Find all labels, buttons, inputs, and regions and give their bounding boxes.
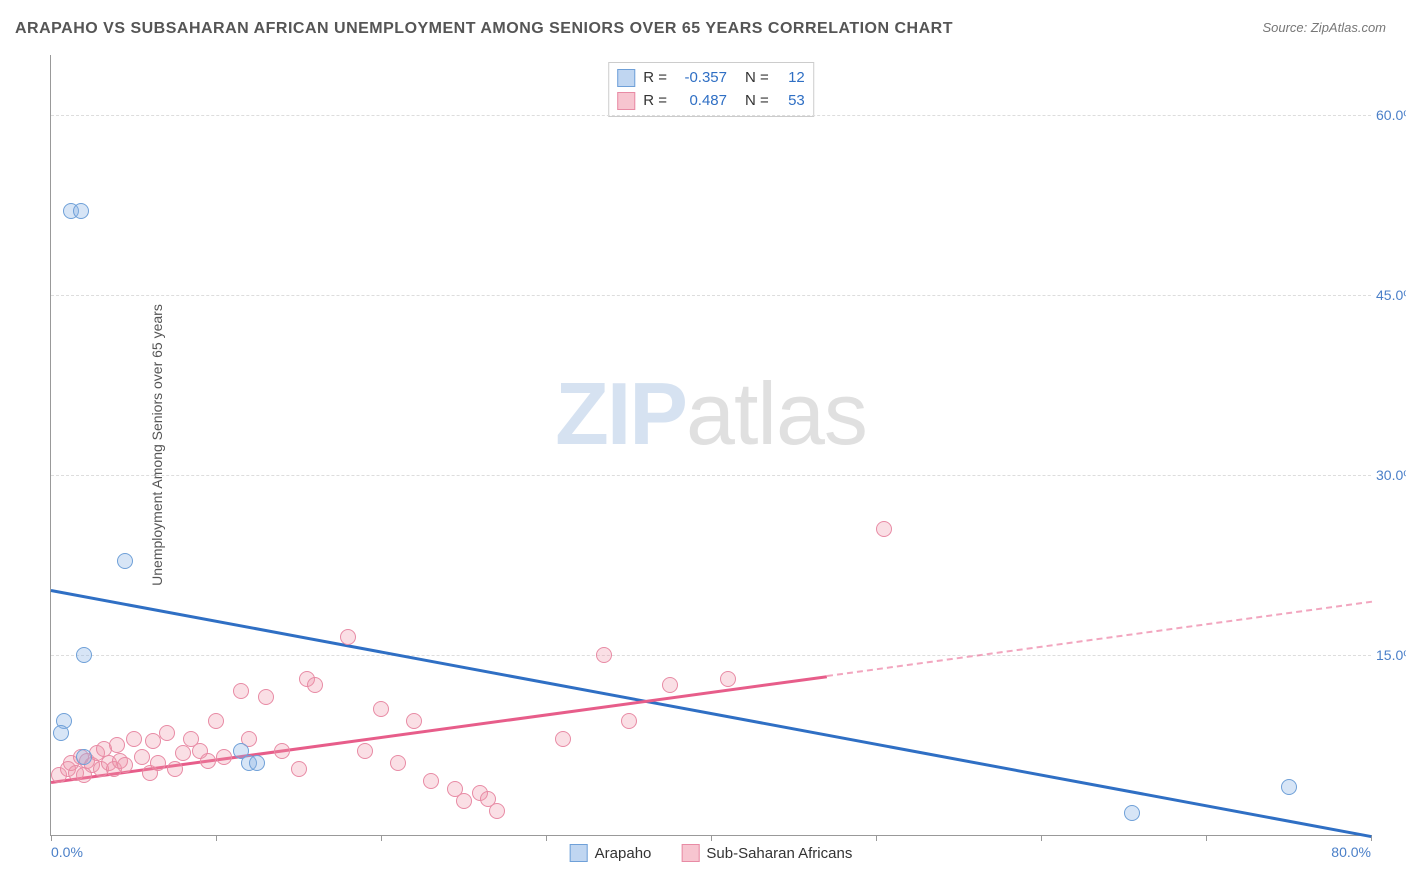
- data-point: [76, 749, 92, 765]
- data-point: [258, 689, 274, 705]
- x-tick-mark: [1371, 835, 1372, 841]
- data-point: [167, 761, 183, 777]
- y-tick-label: 60.0%: [1376, 107, 1406, 123]
- stat-label-r: R =: [643, 67, 667, 90]
- stat-n-ssa: 53: [777, 90, 805, 113]
- swatch-ssa: [681, 844, 699, 862]
- x-tick-mark: [711, 835, 712, 841]
- legend-label: Arapaho: [595, 845, 652, 862]
- stats-row-ssa: R = 0.487 N = 53: [617, 90, 805, 113]
- data-point: [373, 701, 389, 717]
- swatch-ssa: [617, 92, 635, 110]
- data-point: [175, 745, 191, 761]
- x-tick-mark: [876, 835, 877, 841]
- x-tick-mark: [1206, 835, 1207, 841]
- stat-n-arapaho: 12: [777, 67, 805, 90]
- stat-r-arapaho: -0.357: [675, 67, 727, 90]
- data-point: [390, 755, 406, 771]
- stat-r-ssa: 0.487: [675, 90, 727, 113]
- legend-item-ssa: Sub-Saharan Africans: [681, 844, 852, 862]
- data-point: [480, 791, 496, 807]
- data-point: [720, 671, 736, 687]
- trendline: [826, 601, 1371, 677]
- data-point: [1281, 779, 1297, 795]
- data-point: [340, 629, 356, 645]
- data-point: [73, 203, 89, 219]
- data-point: [274, 743, 290, 759]
- data-point: [117, 553, 133, 569]
- data-point: [423, 773, 439, 789]
- series-legend: Arapaho Sub-Saharan Africans: [570, 844, 853, 862]
- stats-legend-box: R = -0.357 N = 12 R = 0.487 N = 53: [608, 62, 814, 117]
- x-tick-label: 80.0%: [1331, 844, 1371, 860]
- stat-label-n: N =: [745, 90, 769, 113]
- x-tick-mark: [1041, 835, 1042, 841]
- data-point: [357, 743, 373, 759]
- gridline: [51, 115, 1371, 116]
- chart-plot-area: Unemployment Among Seniors over 65 years…: [50, 55, 1371, 836]
- x-tick-mark: [546, 835, 547, 841]
- legend-label: Sub-Saharan Africans: [706, 845, 852, 862]
- data-point: [150, 755, 166, 771]
- data-point: [117, 757, 133, 773]
- watermark: ZIPatlas: [555, 363, 867, 465]
- x-tick-label: 0.0%: [51, 844, 83, 860]
- swatch-arapaho: [570, 844, 588, 862]
- y-tick-label: 45.0%: [1376, 287, 1406, 303]
- data-point: [406, 713, 422, 729]
- data-point: [159, 725, 175, 741]
- watermark-zip: ZIP: [555, 364, 686, 463]
- data-point: [621, 713, 637, 729]
- data-point: [216, 749, 232, 765]
- data-point: [307, 677, 323, 693]
- y-tick-label: 15.0%: [1376, 647, 1406, 663]
- data-point: [662, 677, 678, 693]
- trendline: [51, 589, 1371, 837]
- data-point: [53, 725, 69, 741]
- watermark-atlas: atlas: [686, 364, 867, 463]
- data-point: [208, 713, 224, 729]
- data-point: [1124, 805, 1140, 821]
- data-point: [291, 761, 307, 777]
- y-tick-label: 30.0%: [1376, 467, 1406, 483]
- swatch-arapaho: [617, 69, 635, 87]
- x-tick-mark: [381, 835, 382, 841]
- data-point: [876, 521, 892, 537]
- legend-item-arapaho: Arapaho: [570, 844, 652, 862]
- y-axis-label: Unemployment Among Seniors over 65 years: [149, 304, 165, 586]
- data-point: [109, 737, 125, 753]
- chart-title: ARAPAHO VS SUBSAHARAN AFRICAN UNEMPLOYME…: [15, 20, 953, 38]
- data-point: [76, 647, 92, 663]
- data-point: [134, 749, 150, 765]
- data-point: [200, 753, 216, 769]
- data-point: [596, 647, 612, 663]
- x-tick-mark: [216, 835, 217, 841]
- data-point: [249, 755, 265, 771]
- gridline: [51, 295, 1371, 296]
- data-point: [456, 793, 472, 809]
- data-point: [233, 683, 249, 699]
- stat-label-r: R =: [643, 90, 667, 113]
- x-tick-mark: [51, 835, 52, 841]
- data-point: [126, 731, 142, 747]
- data-point: [555, 731, 571, 747]
- gridline: [51, 475, 1371, 476]
- stat-label-n: N =: [745, 67, 769, 90]
- gridline: [51, 655, 1371, 656]
- stats-row-arapaho: R = -0.357 N = 12: [617, 67, 805, 90]
- source-attribution: Source: ZipAtlas.com: [1262, 20, 1386, 35]
